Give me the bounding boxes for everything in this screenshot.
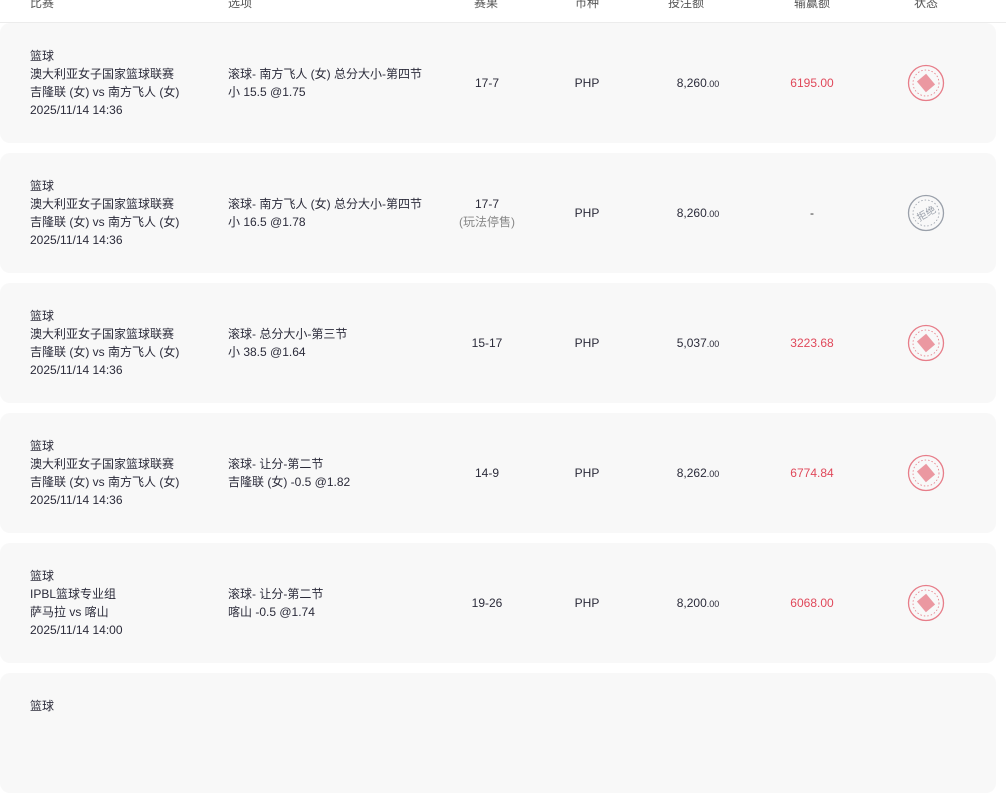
match-info: 篮球 澳大利亚女子国家篮球联赛 吉隆联 (女) vs 南方飞人 (女) 2025… [30, 437, 179, 509]
bet-row: 篮球 澳大利亚女子国家篮球联赛 吉隆联 (女) vs 南方飞人 (女) 2025… [0, 413, 996, 533]
match-time: 2025/11/14 14:00 [30, 623, 123, 637]
bet-option: 滚球- 南方飞人 (女) 总分大小-第四节 小 16.5 @1.78 [228, 195, 422, 231]
market: 滚球- 南方飞人 (女) 总分大小-第四节 [228, 197, 422, 211]
col-match: 比赛 [30, 0, 55, 10]
result-note: (玩法停售) [459, 215, 515, 229]
result: 17-7 [437, 74, 537, 92]
table-header: 比赛 选项 赛果 币种 投注额 输赢额 状态 [0, 0, 1006, 23]
bet-row: 篮球 [0, 673, 996, 793]
selection: 喀山 -0.5 @1.74 [228, 605, 315, 619]
match-teams: 吉隆联 (女) vs 南方飞人 (女) [30, 475, 180, 489]
selection: 小 38.5 @1.64 [228, 345, 306, 359]
sport: 篮球 [30, 49, 55, 63]
winloss: 6068.00 [790, 596, 834, 610]
stake-decimal: .00 [706, 599, 720, 609]
currency: PHP [574, 76, 600, 90]
stake-amount: 8,200 [676, 596, 707, 610]
match-time: 2025/11/14 14:36 [30, 493, 123, 507]
match-teams: 吉隆联 (女) vs 南方飞人 (女) [30, 345, 180, 359]
league: 澳大利亚女子国家篮球联赛 [30, 67, 175, 81]
col-option: 选项 [228, 0, 253, 10]
score: 19-26 [471, 596, 503, 610]
market: 滚球- 总分大小-第三节 [228, 327, 348, 341]
currency: PHP [574, 206, 600, 220]
match-teams: 吉隆联 (女) vs 南方飞人 (女) [30, 215, 180, 229]
bet-row: 篮球 澳大利亚女子国家篮球联赛 吉隆联 (女) vs 南方飞人 (女) 2025… [0, 23, 996, 143]
currency: PHP [574, 596, 600, 610]
stake-decimal: .00 [706, 209, 720, 219]
won-stamp-icon [907, 454, 945, 492]
sport: 篮球 [30, 309, 55, 323]
won-stamp-icon [907, 64, 945, 102]
score: 15-17 [471, 336, 503, 350]
winloss: - [810, 206, 814, 220]
winloss: 6195.00 [790, 76, 834, 90]
stake: 8,260.00 [640, 204, 756, 223]
selection: 小 15.5 @1.75 [228, 85, 306, 99]
bet-row: 篮球 澳大利亚女子国家篮球联赛 吉隆联 (女) vs 南方飞人 (女) 2025… [0, 153, 996, 273]
stake: 8,200.00 [640, 594, 756, 613]
col-status: 状态 [914, 0, 939, 10]
winloss: 6774.84 [790, 466, 834, 480]
svg-text:拒绝: 拒绝 [914, 203, 938, 224]
market: 滚球- 让分-第二节 [228, 587, 324, 601]
stake: 8,260.00 [640, 74, 756, 93]
score: 17-7 [474, 76, 500, 90]
match-time: 2025/11/14 14:36 [30, 233, 123, 247]
bet-row: 篮球 IPBL篮球专业组 萨马拉 vs 喀山 2025/11/14 14:00 … [0, 543, 996, 663]
stake-decimal: .00 [706, 79, 720, 89]
winloss: 3223.68 [790, 336, 834, 350]
selection: 小 16.5 @1.78 [228, 215, 306, 229]
score: 17-7 [474, 197, 500, 211]
league: IPBL篮球专业组 [30, 587, 117, 601]
match-info: 篮球 [30, 697, 54, 715]
result: 19-26 [437, 594, 537, 612]
bet-option: 滚球- 南方飞人 (女) 总分大小-第四节 小 15.5 @1.75 [228, 65, 422, 101]
stake-decimal: .00 [706, 339, 720, 349]
selection: 吉隆联 (女) -0.5 @1.82 [228, 475, 351, 489]
stake-amount: 8,262 [676, 466, 707, 480]
sport: 篮球 [30, 569, 55, 583]
currency: PHP [574, 336, 600, 350]
result: 17-7 (玩法停售) [437, 195, 537, 231]
col-result: 赛果 [474, 0, 499, 10]
result: 15-17 [437, 334, 537, 352]
col-stake: 投注额 [668, 0, 705, 10]
stake: 5,037.00 [640, 334, 756, 353]
market: 滚球- 让分-第二节 [228, 457, 324, 471]
currency: PHP [574, 466, 600, 480]
stake-amount: 5,037 [676, 336, 707, 350]
result: 14-9 [437, 464, 537, 482]
match-info: 篮球 IPBL篮球专业组 萨马拉 vs 喀山 2025/11/14 14:00 [30, 567, 123, 639]
bet-option: 滚球- 总分大小-第三节 小 38.5 @1.64 [228, 325, 347, 361]
match-time: 2025/11/14 14:36 [30, 363, 123, 377]
stake-amount: 8,260 [676, 76, 707, 90]
match-info: 篮球 澳大利亚女子国家篮球联赛 吉隆联 (女) vs 南方飞人 (女) 2025… [30, 307, 179, 379]
sport: 篮球 [30, 179, 55, 193]
sport: 篮球 [30, 439, 55, 453]
stake-decimal: .00 [706, 469, 720, 479]
bet-row: 篮球 澳大利亚女子国家篮球联赛 吉隆联 (女) vs 南方飞人 (女) 2025… [0, 283, 996, 403]
match-teams: 萨马拉 vs 喀山 [30, 605, 109, 619]
stake: 8,262.00 [640, 464, 756, 483]
league: 澳大利亚女子国家篮球联赛 [30, 327, 175, 341]
market: 滚球- 南方飞人 (女) 总分大小-第四节 [228, 67, 422, 81]
match-info: 篮球 澳大利亚女子国家篮球联赛 吉隆联 (女) vs 南方飞人 (女) 2025… [30, 177, 179, 249]
rejected-stamp-icon: 拒绝 [907, 194, 945, 232]
league: 澳大利亚女子国家篮球联赛 [30, 197, 175, 211]
score: 14-9 [474, 466, 500, 480]
match-info: 篮球 澳大利亚女子国家篮球联赛 吉隆联 (女) vs 南方飞人 (女) 2025… [30, 47, 179, 119]
league: 澳大利亚女子国家篮球联赛 [30, 457, 175, 471]
bet-option: 滚球- 让分-第二节 喀山 -0.5 @1.74 [228, 585, 323, 621]
col-currency: 币种 [575, 0, 600, 10]
match-teams: 吉隆联 (女) vs 南方飞人 (女) [30, 85, 180, 99]
stake-amount: 8,260 [676, 206, 707, 220]
won-stamp-icon [907, 324, 945, 362]
bet-option: 滚球- 让分-第二节 吉隆联 (女) -0.5 @1.82 [228, 455, 350, 491]
col-winloss: 输赢额 [794, 0, 831, 10]
sport: 篮球 [30, 699, 55, 713]
won-stamp-icon [907, 584, 945, 622]
match-time: 2025/11/14 14:36 [30, 103, 123, 117]
